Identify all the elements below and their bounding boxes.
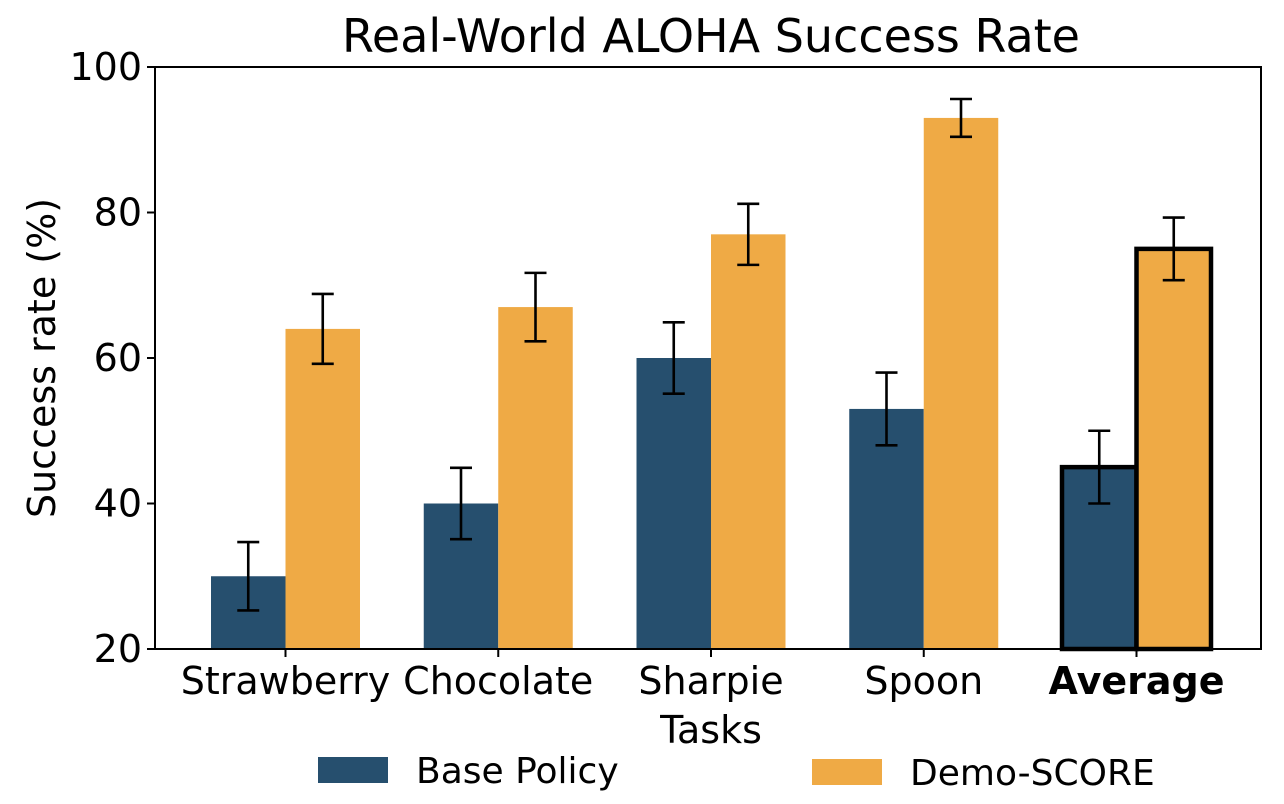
x-tick-label-strawberry: Strawberry (181, 659, 391, 703)
y-tick-label-60: 60 (94, 336, 142, 380)
x-axis-label: Tasks (659, 708, 762, 752)
legend-swatch-base-policy (318, 757, 388, 783)
y-axis-label: Success rate (%) (20, 198, 64, 518)
y-tick-label-100: 100 (69, 45, 142, 89)
axis-ticks-layer: Strawberry Chocolate Sharpie Spoon Average 20… (69, 45, 1224, 703)
bar-demo-score-sharpie (711, 234, 786, 649)
x-tick-label-sharpie: Sharpie (638, 659, 783, 703)
bars-layer (211, 117, 1214, 652)
legend: Base Policy Demo-SCORE (318, 751, 1155, 794)
bar-demo-score-chocolate (498, 307, 573, 649)
y-tick-label-40: 40 (94, 482, 142, 526)
y-tick-label-20: 20 (94, 627, 142, 671)
bar-base-policy-spoon (849, 408, 924, 649)
x-tick-label-chocolate: Chocolate (403, 659, 593, 703)
bar-demo-score-spoon (923, 117, 999, 650)
x-tick-label-average: Average (1049, 659, 1225, 703)
error-bars-layer (237, 97, 1185, 612)
legend-label-demo-score: Demo-SCORE (910, 753, 1155, 794)
bar-base-policy-sharpie (636, 358, 711, 649)
chart-title: Real-World ALOHA Success Rate (342, 9, 1080, 63)
legend-label-base-policy: Base Policy (416, 751, 619, 792)
x-tick-label-spoon: Spoon (864, 659, 983, 703)
bar-demo-score-strawberry (285, 328, 360, 649)
bar-demo-score-average (1134, 246, 1214, 652)
legend-swatch-demo-score (812, 759, 882, 785)
y-tick-label-80: 80 (94, 191, 142, 235)
